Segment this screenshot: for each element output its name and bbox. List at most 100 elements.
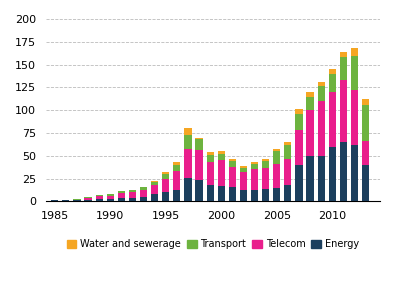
Bar [218,160,225,186]
Bar [118,198,125,201]
Bar [129,190,136,192]
Bar [196,138,203,140]
Bar [62,200,70,201]
Bar [218,154,225,160]
Bar [162,178,169,192]
Bar [318,82,325,86]
Bar [96,196,103,199]
Bar [329,74,336,92]
Bar [118,193,125,198]
Bar [184,135,192,148]
Bar [273,151,280,164]
Bar [284,185,292,201]
Bar [140,190,147,197]
Bar [229,187,236,201]
Bar [51,200,58,201]
Bar [284,145,292,159]
Bar [340,80,347,142]
Bar [351,90,358,145]
Bar [129,198,136,201]
Bar [295,130,303,165]
Bar [151,194,158,201]
Bar [196,179,203,201]
Bar [184,128,192,135]
Bar [151,182,158,185]
Bar [173,190,181,201]
Bar [73,199,81,200]
Bar [251,162,258,164]
Bar [329,92,336,147]
Bar [107,194,114,196]
Bar [207,185,214,201]
Bar [329,69,336,74]
Bar [207,152,214,155]
Bar [173,165,181,171]
Bar [173,162,181,165]
Bar [307,98,314,110]
Bar [162,192,169,201]
Bar [318,101,325,156]
Bar [218,151,225,154]
Bar [240,168,247,172]
Bar [307,156,314,201]
Bar [307,92,314,98]
Bar [96,195,103,196]
Legend: Water and sewerage, Transport, Telecom, Energy: Water and sewerage, Transport, Telecom, … [63,236,363,253]
Bar [262,159,269,161]
Bar [284,142,292,145]
Bar [295,114,303,130]
Bar [240,172,247,190]
Bar [73,200,81,201]
Bar [351,145,358,201]
Bar [162,174,169,178]
Bar [240,190,247,201]
Bar [251,164,258,170]
Bar [351,56,358,90]
Bar [262,161,269,168]
Bar [184,148,192,178]
Bar [362,141,369,165]
Bar [284,159,292,185]
Bar [340,57,347,80]
Bar [318,156,325,201]
Bar [107,199,114,201]
Bar [229,159,236,161]
Bar [85,200,92,201]
Bar [307,110,314,156]
Bar [184,178,192,201]
Bar [229,161,236,167]
Bar [196,150,203,179]
Bar [207,162,214,185]
Bar [240,166,247,168]
Bar [251,169,258,190]
Bar [129,192,136,198]
Bar [251,190,258,201]
Bar [140,197,147,201]
Bar [151,181,158,182]
Bar [329,147,336,201]
Bar [273,164,280,188]
Bar [295,109,303,114]
Bar [351,48,358,56]
Bar [273,188,280,201]
Bar [162,172,169,174]
Bar [229,167,236,187]
Bar [173,171,181,190]
Bar [318,86,325,101]
Bar [118,191,125,193]
Bar [207,155,214,162]
Bar [107,196,114,199]
Bar [151,185,158,194]
Bar [262,168,269,189]
Bar [85,198,92,200]
Bar [140,187,147,190]
Bar [362,165,369,201]
Bar [262,189,269,201]
Bar [96,199,103,201]
Bar [362,105,369,141]
Bar [340,142,347,201]
Bar [196,140,203,150]
Bar [362,99,369,105]
Bar [340,52,347,57]
Bar [85,197,92,198]
